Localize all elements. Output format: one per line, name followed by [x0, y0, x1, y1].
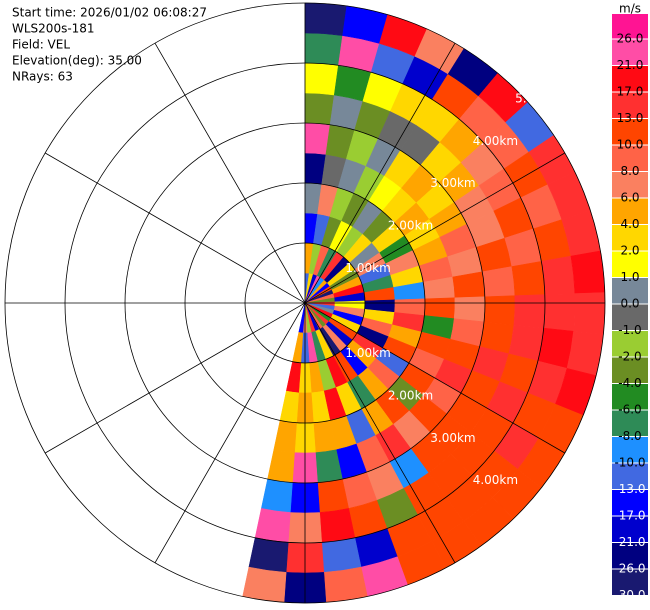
colorbar-label: -4.0: [618, 376, 641, 390]
polar-grid: 1.00km 1.00km 2.00km 2.00km 3.00km 3.00km 4.00…: [4, 2, 606, 604]
range-label: 5.00km: [515, 516, 560, 530]
velocity-cell: [261, 478, 293, 513]
colorbar-segment: [612, 463, 648, 490]
velocity-cell: [304, 92, 335, 126]
range-ring: [124, 122, 486, 484]
velocity-cell: [481, 266, 516, 297]
colorbar-label: 1.0: [620, 270, 639, 284]
velocity-cell: [292, 332, 304, 364]
colorbar-segment: [612, 542, 648, 569]
velocity-cell: [453, 296, 486, 323]
velocity-cell: [513, 294, 546, 329]
range-label: 1.00km: [345, 261, 390, 275]
annotation: NRays: 63: [12, 70, 73, 84]
colorbar-label: -30.0: [614, 588, 645, 602]
colorbar-segment: [612, 304, 648, 331]
range-label: 2.00km: [388, 388, 433, 402]
velocity-cell: [511, 261, 546, 296]
velocity-cell: [304, 2, 348, 36]
colorbar-label: 13.0: [617, 111, 644, 125]
colorbar-label: 21.0: [617, 58, 644, 72]
colorbar-label: -1.0: [618, 323, 641, 337]
range-label: 1.00km: [345, 346, 390, 360]
colorbar-segment: [612, 436, 648, 463]
colorbar-label: 17.0: [617, 85, 644, 99]
colorbar-label: 26.0: [617, 32, 644, 46]
colorbar-label: -2.0: [618, 350, 641, 364]
colorbar-label: -10.0: [614, 456, 645, 470]
spoke: [154, 42, 456, 564]
range-ring: [244, 242, 366, 364]
range-label: 2.00km: [388, 219, 433, 233]
velocity-cell: [573, 292, 606, 335]
colorbar-segment: [612, 251, 648, 278]
velocity-cell: [273, 420, 297, 453]
colorbar-segment: [612, 330, 648, 357]
colorbar-segment: [612, 118, 648, 145]
velocity-cell: [279, 390, 299, 423]
velocity-cell: [570, 250, 606, 294]
colorbar-label: 6.0: [620, 191, 639, 205]
colorbar-label: 4.0: [620, 217, 639, 231]
velocity-cell: [267, 449, 295, 483]
colorbar-label: -21.0: [614, 535, 645, 549]
range-label: 4.00km: [473, 473, 518, 487]
colorbar-label: -13.0: [614, 482, 645, 496]
colorbar-label: -17.0: [614, 509, 645, 523]
colorbar-segment: [612, 357, 648, 384]
annotation: Field: VEL: [12, 38, 70, 52]
colorbar-title: m/s: [619, 2, 641, 16]
range-label: 5.00km: [515, 91, 560, 105]
annotation: Start time: 2026/01/02 06:08:27: [12, 6, 207, 20]
velocity-cell: [541, 255, 576, 295]
colorbar-label: -8.0: [618, 429, 641, 443]
colorbar-segment: [612, 224, 648, 251]
range-ring: [184, 182, 426, 424]
colorbar-label: 10.0: [617, 138, 644, 152]
range-ring: [64, 62, 546, 544]
colorbar-segment: [612, 171, 648, 198]
colorbar-segment: [612, 92, 648, 119]
colorbar-segment: [612, 569, 648, 596]
velocity-cell: [483, 295, 516, 326]
range-ring: [4, 2, 606, 604]
range-label: 4.00km: [473, 134, 518, 148]
colorbar-segment: [612, 516, 648, 543]
velocity-cell: [254, 508, 291, 543]
velocity-cell: [242, 566, 287, 603]
colorbar-segment: [612, 145, 648, 172]
velocity-cell: [304, 62, 339, 96]
colorbar-label: -26.0: [614, 562, 645, 576]
annotation: WLS200s-181: [12, 22, 95, 36]
colorbar-segment: [612, 383, 648, 410]
colorbar-segment: [612, 198, 648, 225]
colorbar-label: 2.0: [620, 244, 639, 258]
range-label: 3.00km: [430, 431, 475, 445]
range-label: 3.00km: [430, 176, 475, 190]
colorbar-segment: [612, 39, 648, 66]
velocity-cell: [543, 293, 576, 332]
colorbar-segment: [612, 65, 648, 92]
colorbar-segment: [612, 410, 648, 437]
velocity-cell: [323, 566, 368, 603]
colorbar-label: -6.0: [618, 403, 641, 417]
annotation: Elevation(deg): 35.00: [12, 54, 142, 68]
colorbar-label: 0.0: [620, 297, 639, 311]
velocity-cell: [319, 508, 356, 543]
velocity-cell: [248, 537, 289, 573]
colorbar: m/s 26.0 21.0 17.0 13.0 10.0 8.0 6.0 4.0 2.0 1.0 0.…: [612, 2, 648, 602]
colorbar-segment: [612, 277, 648, 304]
velocity-cell: [304, 32, 343, 66]
velocity-cell: [424, 297, 456, 319]
colorbar-segment: [612, 14, 648, 39]
velocity-field: [242, 2, 606, 604]
colorbar-segment: [612, 489, 648, 516]
velocity-cell: [285, 361, 302, 394]
annotations: Start time: 2026/01/02 06:08:27 WLS200s-1…: [12, 6, 207, 84]
colorbar-label: 8.0: [620, 164, 639, 178]
velocity-cell: [321, 537, 362, 573]
